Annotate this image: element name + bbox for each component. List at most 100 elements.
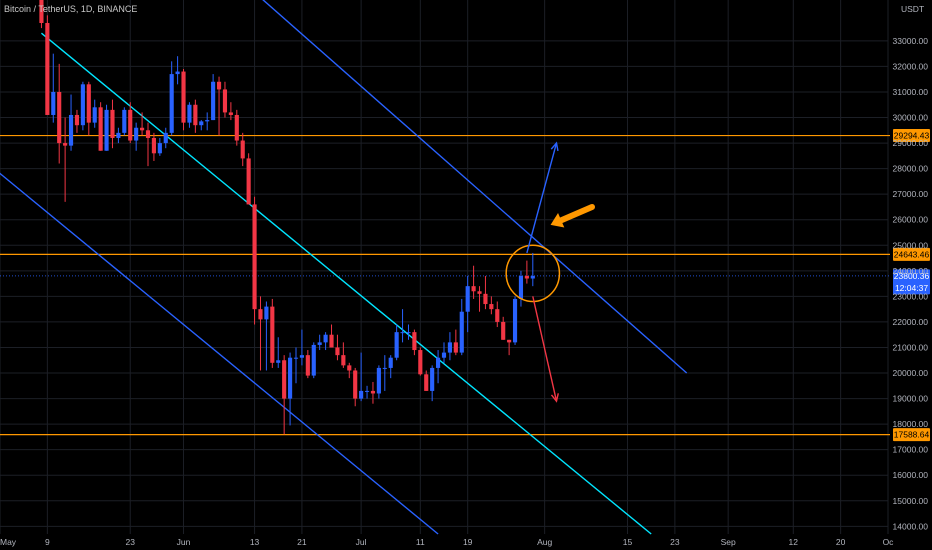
candle xyxy=(110,99,115,149)
candle-body xyxy=(501,321,506,340)
candle-body xyxy=(293,357,299,359)
y-tick-label: 33000.00 xyxy=(893,36,929,46)
y-tick-label: 19000.00 xyxy=(893,394,929,404)
candle-body xyxy=(507,339,512,343)
candle xyxy=(370,381,376,404)
candle xyxy=(489,296,494,315)
current-price-label: 23800.36 xyxy=(894,271,930,281)
x-tick-label: Jun xyxy=(177,537,191,547)
candle xyxy=(80,81,85,131)
candle xyxy=(63,117,68,202)
level-badge xyxy=(893,428,930,442)
candle xyxy=(512,296,518,345)
channel-line-lower xyxy=(0,172,439,535)
candle xyxy=(163,127,168,149)
candle xyxy=(382,355,387,391)
candle-body xyxy=(465,286,470,312)
candle-body xyxy=(471,286,476,292)
candle xyxy=(388,355,393,379)
candle-body xyxy=(406,332,411,334)
candle-body xyxy=(518,275,524,299)
candle xyxy=(305,350,310,379)
candle-body xyxy=(252,204,257,310)
y-tick-label: 31000.00 xyxy=(893,87,929,97)
time-axis[interactable]: May 9 23 Jun 13 21 Jul 11 19 Aug 15 23 Sep 12 20 Oc xyxy=(0,537,894,547)
y-tick-label: 23000.00 xyxy=(893,291,929,301)
trend-channel[interactable] xyxy=(0,0,688,535)
candle xyxy=(264,301,269,371)
y-tick-label: 32000.00 xyxy=(893,61,929,71)
candle xyxy=(282,355,287,435)
y-tick-label: 27000.00 xyxy=(893,189,929,199)
channel-line-middle xyxy=(40,32,652,535)
x-tick-label: 11 xyxy=(416,537,425,547)
candle xyxy=(347,362,352,379)
projection-arrow-head xyxy=(550,393,559,403)
candle-body xyxy=(424,374,429,391)
candle-body xyxy=(240,140,245,159)
y-tick-label: 30000.00 xyxy=(893,113,929,123)
candle xyxy=(270,298,275,368)
candle xyxy=(495,301,500,328)
candle xyxy=(406,324,411,340)
candle-body xyxy=(80,84,85,126)
candle-body xyxy=(282,360,287,399)
candle xyxy=(341,342,346,368)
candle xyxy=(205,112,210,131)
projection-arrow-line xyxy=(526,142,558,254)
candle xyxy=(293,347,299,384)
candle xyxy=(299,329,304,366)
candle-body xyxy=(418,350,423,375)
candle xyxy=(211,74,216,121)
candle xyxy=(376,365,381,399)
x-tick-label: 19 xyxy=(463,537,473,547)
x-tick-label: Jul xyxy=(356,537,367,547)
candle-body xyxy=(234,114,239,141)
candle xyxy=(424,370,429,391)
candle xyxy=(246,153,251,205)
y-tick-label: 26000.00 xyxy=(893,215,929,225)
price-axis[interactable]: 14000.00 15000.00 16000.00 17000.00 18000.00… xyxy=(893,4,929,531)
candle-body xyxy=(512,298,518,343)
candle-body xyxy=(116,132,121,138)
x-tick-label: 9 xyxy=(45,537,50,547)
currency-label: USDT xyxy=(901,4,924,14)
candle-body xyxy=(246,158,251,205)
candle-body xyxy=(270,306,275,363)
candle-body xyxy=(86,84,91,123)
candle xyxy=(74,109,80,133)
candle-body xyxy=(134,127,139,141)
candle-body xyxy=(140,127,145,131)
x-tick-label: 15 xyxy=(623,537,633,547)
candle-body xyxy=(341,355,346,366)
candle-body xyxy=(353,370,358,399)
level-badge xyxy=(893,247,930,261)
candle xyxy=(234,109,239,146)
horizontal-levels[interactable]: 29294.43 24643.46 17588.64 23800.36 12:04:37 xyxy=(0,129,930,442)
x-tick-label: 20 xyxy=(836,537,846,547)
candle xyxy=(181,68,186,131)
candle xyxy=(364,385,370,399)
candle-body xyxy=(317,342,322,345)
candle-body xyxy=(63,143,68,146)
candle-body xyxy=(376,367,381,394)
candle-body xyxy=(169,74,174,133)
candle xyxy=(45,15,50,115)
x-tick-label: 13 xyxy=(250,537,260,547)
candle-body xyxy=(459,311,464,353)
candle-body xyxy=(453,342,458,353)
candle xyxy=(276,337,281,368)
candle-body xyxy=(311,344,316,376)
candle xyxy=(39,0,44,29)
candle xyxy=(394,324,399,361)
candle-body xyxy=(323,334,328,343)
candle xyxy=(222,81,228,118)
annotations[interactable] xyxy=(505,141,595,403)
y-tick-label: 20000.00 xyxy=(893,368,929,378)
candle xyxy=(252,196,257,325)
candle xyxy=(507,339,512,356)
candle xyxy=(359,352,364,402)
